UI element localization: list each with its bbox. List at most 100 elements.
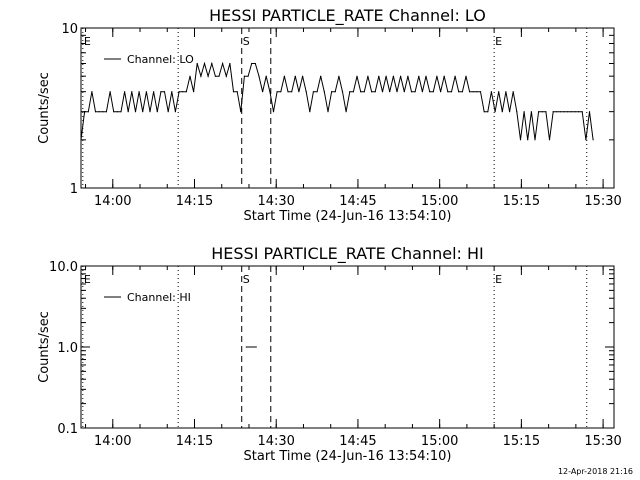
x-tick-label: 14:45 [339,434,376,449]
data-point [287,91,289,93]
data-point [509,111,511,113]
data-point [556,111,558,113]
data-point [425,75,427,77]
data-point [400,75,402,77]
data-point [396,91,398,93]
data-point [276,91,278,93]
data-point [465,75,467,77]
data-point [131,91,133,93]
data-point [516,111,518,113]
data-point [182,91,184,93]
data-point [331,91,333,93]
x-tick-label: 15:00 [421,434,458,449]
data-point [80,139,82,141]
chart-title: HESSI PARTICLE_RATE Channel: LO [209,6,486,26]
chart-title: HESSI PARTICLE_RATE Channel: HI [211,244,484,264]
data-point [407,75,409,77]
data-point [578,111,580,113]
data-point [436,75,438,77]
data-point [240,111,242,113]
x-tick-label: 15:00 [421,194,458,209]
data-point [450,91,453,93]
data-point [305,91,307,93]
data-point [84,111,86,113]
data-point [530,111,533,113]
data-point [203,62,206,65]
data-point [421,91,423,93]
data-point [469,91,471,93]
data-point [160,91,162,93]
data-point [414,91,416,93]
data-point [320,75,322,77]
data-point [309,111,311,113]
y-tick-label: 10.0 [49,260,78,275]
data-point [440,91,442,93]
data-point [87,111,89,113]
data-point [200,75,202,77]
x-tick-label: 14:15 [176,194,213,209]
data-point [341,91,344,93]
data-point [105,111,107,113]
data-point [378,75,380,77]
data-point [534,139,536,141]
data-point [541,111,543,113]
data-point [458,91,460,93]
data-point [145,91,147,93]
data-point [91,91,93,93]
data-point [225,75,227,77]
data-point [545,111,547,113]
x-tick-label: 15:30 [584,194,621,209]
data-point [323,91,325,93]
data-point [171,91,173,93]
data-point [258,75,260,77]
data-point [193,91,195,93]
data-point [116,111,118,113]
data-point [410,91,413,93]
data-point [454,75,456,77]
data-point [345,111,347,113]
data-point [196,62,198,65]
data-point [429,91,431,93]
data-point [356,75,358,77]
data-point [381,91,384,93]
data-point [432,91,434,93]
data-point [262,91,264,93]
x-tick-label: 14:30 [257,434,294,449]
data-point [389,91,391,93]
data-point [247,75,249,77]
data-point [563,111,565,113]
data-point [494,111,496,113]
data-point [338,75,340,77]
data-point [102,111,104,113]
x-tick-label: 14:45 [339,194,376,209]
data-point [94,111,97,113]
data-point [156,111,158,113]
data-point [385,75,387,77]
x-tick-label: 14:15 [176,434,213,449]
data-point [127,111,129,113]
data-point [490,91,492,93]
data-point [523,111,525,113]
data-point [283,75,285,77]
data-point [527,139,529,141]
data-point [255,346,257,348]
data-point [548,139,551,141]
x-tick-label: 15:30 [584,434,621,449]
data-point [302,75,304,77]
data-point [272,111,275,113]
data-point [174,111,176,113]
event-marker-label: S [243,35,250,48]
footer-timestamp: 12-Apr-2018 21:16 [558,467,633,476]
data-point [538,111,540,113]
event-marker-label: E [84,35,91,48]
data-point [371,91,373,93]
x-tick-label: 14:30 [257,194,294,209]
data-point [294,75,296,77]
data-point [163,91,166,93]
data-point [552,111,554,113]
y-axis-label: Counts/sec [37,311,52,383]
data-point [367,75,369,77]
data-point [254,62,256,65]
x-tick-label: 15:15 [503,434,540,449]
